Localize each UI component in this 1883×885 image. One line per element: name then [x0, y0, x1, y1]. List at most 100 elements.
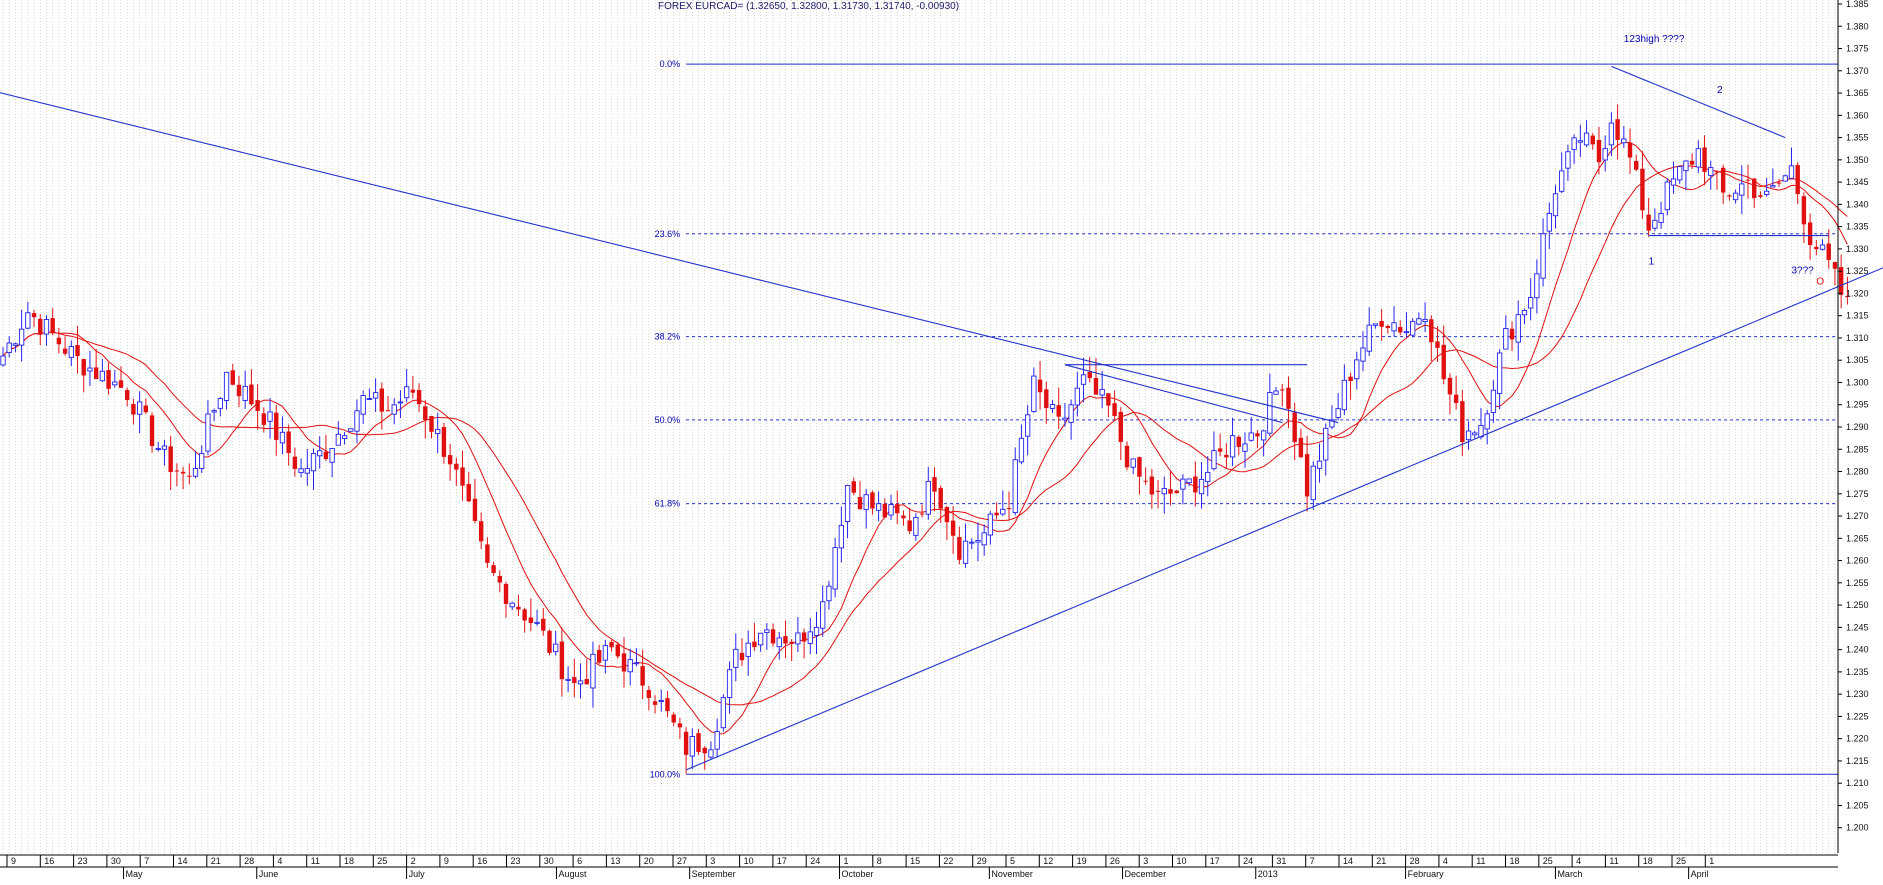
- candle-body: [416, 390, 422, 405]
- candle-body: [528, 617, 534, 623]
- candle-body: [801, 632, 807, 642]
- candle-body: [460, 467, 465, 486]
- candle-body: [335, 433, 341, 446]
- candle-body: [1496, 352, 1503, 394]
- candle-body: [236, 384, 242, 397]
- candle-body: [31, 313, 37, 318]
- candle-body: [1049, 404, 1056, 409]
- candle-body: [888, 504, 894, 516]
- candle-body: [826, 585, 832, 602]
- y-tick-label: 1.220: [1846, 734, 1869, 744]
- candle-body: [621, 653, 627, 672]
- x-tick-label: 25: [1543, 856, 1553, 866]
- candle-body: [25, 312, 31, 329]
- candle-body: [807, 631, 813, 644]
- annotation: 3???: [1791, 265, 1814, 276]
- x-tick-label: 30: [111, 856, 121, 866]
- candle-body: [726, 669, 733, 698]
- candle-body: [590, 653, 596, 689]
- fib-level-label: 38.2%: [655, 332, 681, 342]
- month-label: May: [126, 869, 144, 879]
- candle-body: [1788, 165, 1795, 179]
- candle-body: [1441, 344, 1446, 380]
- x-tick-label: 23: [511, 856, 521, 866]
- candle-body: [689, 736, 695, 757]
- candle-body: [298, 468, 304, 474]
- candle-body: [1341, 379, 1348, 411]
- candle-body: [565, 678, 571, 681]
- x-tick-label: 10: [744, 856, 754, 866]
- candle-body: [404, 386, 410, 399]
- x-tick-label: 16: [44, 856, 54, 866]
- y-tick-label: 1.285: [1846, 444, 1869, 454]
- x-tick-label: 4: [1576, 856, 1581, 866]
- month-label: August: [558, 869, 587, 879]
- candle-body: [646, 690, 652, 698]
- candle-body: [553, 643, 559, 653]
- candle-body: [1435, 341, 1440, 348]
- candle-body: [1056, 405, 1061, 417]
- candle-body: [317, 450, 323, 457]
- candle-body: [1695, 148, 1701, 168]
- candle-body: [870, 492, 875, 509]
- candle-body: [633, 662, 640, 665]
- candle-body: [472, 498, 478, 521]
- y-tick-label: 1.340: [1846, 199, 1869, 209]
- y-tick-label: 1.375: [1846, 44, 1869, 54]
- y-tick-label: 1.380: [1846, 21, 1869, 31]
- candle-body: [1316, 460, 1323, 469]
- month-label: July: [409, 869, 426, 879]
- candle-body: [180, 471, 186, 474]
- candle-body: [199, 453, 205, 469]
- candle-body: [882, 503, 888, 518]
- candle-body: [851, 481, 856, 493]
- candle-body: [1658, 213, 1664, 223]
- candle-body: [913, 517, 919, 536]
- y-tick-label: 1.330: [1846, 244, 1869, 254]
- candle-body: [466, 484, 471, 502]
- candle-body: [354, 410, 360, 432]
- candle-body: [1155, 490, 1161, 492]
- candle-body: [1229, 435, 1236, 458]
- candle-body: [454, 463, 459, 470]
- candle-body: [1217, 448, 1223, 452]
- candle-body: [12, 343, 19, 346]
- candle-body: [255, 400, 260, 411]
- candle-body: [149, 415, 155, 447]
- month-label: March: [1557, 869, 1582, 879]
- candle-body: [615, 644, 620, 657]
- candle-body: [1465, 430, 1472, 441]
- candle-body: [1472, 432, 1478, 436]
- month-label: September: [692, 869, 736, 879]
- x-tick-label: 11: [311, 856, 320, 866]
- candle-body: [547, 630, 552, 653]
- candle-body: [1634, 160, 1639, 170]
- candle-body: [1012, 459, 1018, 514]
- x-tick-label: 14: [178, 856, 188, 866]
- candle-body: [68, 346, 74, 358]
- candle-body: [1224, 454, 1229, 458]
- candle-body: [323, 451, 329, 459]
- candle-body: [485, 544, 490, 563]
- candle-body: [1646, 214, 1651, 231]
- candle-body: [441, 427, 447, 457]
- candle-body: [1137, 457, 1142, 477]
- candle-body: [1478, 425, 1484, 438]
- candle-body: [1763, 190, 1770, 195]
- candle-body: [1608, 122, 1615, 146]
- candle-body: [286, 431, 291, 454]
- y-tick-label: 1.295: [1846, 400, 1869, 410]
- fib-level-label: 61.8%: [655, 499, 681, 509]
- y-tick-label: 1.215: [1846, 756, 1869, 766]
- month-label: 2013: [1258, 869, 1278, 879]
- candle-body: [857, 497, 863, 510]
- candle-body: [541, 618, 546, 631]
- candle-body: [1664, 181, 1670, 211]
- candle-body: [1484, 413, 1490, 430]
- candle-body: [1615, 119, 1620, 140]
- candle-body: [223, 371, 230, 401]
- candle-body: [1416, 318, 1422, 325]
- y-tick-label: 1.385: [1846, 0, 1869, 9]
- candle-body: [577, 680, 584, 685]
- y-tick-label: 1.360: [1846, 110, 1869, 120]
